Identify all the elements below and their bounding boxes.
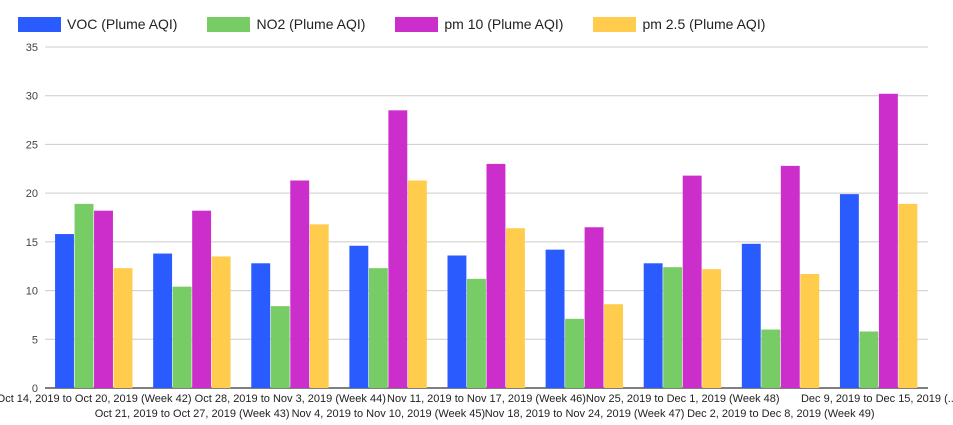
bar-4-4[interactable] bbox=[407, 180, 427, 388]
y-tick-label: 35 bbox=[26, 42, 38, 54]
y-tick-label: 0 bbox=[32, 383, 38, 395]
x-tick-label: Dec 9, 2019 to Dec 15, 2019 (... bbox=[801, 393, 953, 405]
bar-1-1[interactable] bbox=[55, 234, 74, 388]
bar-2-8[interactable] bbox=[761, 329, 781, 388]
bars bbox=[55, 93, 918, 389]
x-tick-label: Oct 21, 2019 to Oct 27, 2019 (Week 43) bbox=[95, 408, 290, 420]
bar-3-2[interactable] bbox=[192, 210, 212, 388]
bar-2-3[interactable] bbox=[270, 306, 290, 388]
x-tick-label: Nov 25, 2019 to Dec 1, 2019 (Week 48) bbox=[586, 393, 780, 405]
x-tick-label: Nov 11, 2019 to Nov 17, 2019 (Week 46) bbox=[387, 393, 586, 405]
legend-label-voc: VOC (Plume AQI) bbox=[67, 16, 178, 32]
chart-legend: VOC (Plume AQI) NO2 (Plume AQI) pm 10 (P… bbox=[18, 12, 795, 36]
bar-4-9[interactable] bbox=[898, 203, 918, 388]
legend-item-pm10[interactable]: pm 10 (Plume AQI) bbox=[395, 16, 563, 32]
x-tick-label: Dec 2, 2019 to Dec 8, 2019 (Week 49) bbox=[687, 408, 875, 420]
bar-4-8[interactable] bbox=[800, 274, 820, 388]
bar-3-7[interactable] bbox=[682, 175, 702, 388]
y-tick-label: 30 bbox=[26, 91, 38, 103]
bar-1-6[interactable] bbox=[545, 249, 565, 388]
bar-1-7[interactable] bbox=[643, 263, 663, 388]
bar-4-2[interactable] bbox=[211, 256, 231, 388]
y-tick-label: 20 bbox=[26, 188, 38, 200]
bar-3-9[interactable] bbox=[878, 93, 898, 389]
bar-1-3[interactable] bbox=[251, 263, 271, 388]
bar-3-1[interactable] bbox=[94, 210, 113, 388]
x-tick-label: Nov 18, 2019 to Nov 24, 2019 (Week 47) bbox=[485, 408, 685, 420]
y-tick-label: 10 bbox=[26, 286, 38, 298]
bar-3-5[interactable] bbox=[486, 163, 506, 388]
legend-item-no2[interactable]: NO2 (Plume AQI) bbox=[207, 16, 365, 32]
bar-2-9[interactable] bbox=[859, 331, 879, 388]
x-tick-label: Oct 14, 2019 to Oct 20, 2019 (Week 42) bbox=[0, 393, 191, 405]
bar-2-2[interactable] bbox=[172, 286, 192, 388]
legend-label-no2: NO2 (Plume AQI) bbox=[256, 16, 366, 32]
bar-4-1[interactable] bbox=[113, 268, 133, 388]
bar-2-5[interactable] bbox=[467, 278, 486, 388]
legend-label-pm25: pm 2.5 (Plume AQI) bbox=[642, 16, 766, 32]
bar-3-6[interactable] bbox=[584, 227, 604, 388]
legend-item-pm25[interactable]: pm 2.5 (Plume AQI) bbox=[593, 16, 765, 32]
x-axis-ticks: Oct 14, 2019 to Oct 20, 2019 (Week 42) Oc… bbox=[0, 393, 953, 420]
legend-swatch-no2 bbox=[207, 16, 251, 32]
y-tick-label: 5 bbox=[32, 334, 38, 346]
legend-item-voc[interactable]: VOC (Plume AQI) bbox=[18, 16, 177, 32]
bar-1-9[interactable] bbox=[839, 194, 859, 388]
bar-2-4[interactable] bbox=[368, 268, 388, 388]
bar-3-3[interactable] bbox=[290, 180, 310, 388]
bar-4-3[interactable] bbox=[309, 224, 329, 388]
legend-swatch-pm10 bbox=[395, 16, 439, 32]
y-tick-label: 15 bbox=[26, 237, 38, 249]
bar-3-4[interactable] bbox=[388, 110, 408, 388]
bar-4-6[interactable] bbox=[604, 304, 624, 388]
legend-swatch-voc bbox=[18, 16, 61, 32]
bar-2-6[interactable] bbox=[565, 318, 585, 388]
bar-3-8[interactable] bbox=[780, 165, 800, 388]
legend-swatch-pm25 bbox=[593, 16, 637, 32]
bar-1-5[interactable] bbox=[447, 255, 467, 389]
x-tick-label: Oct 28, 2019 to Nov 3, 2019 (Week 44) bbox=[195, 393, 386, 405]
legend-label-pm10: pm 10 (Plume AQI) bbox=[444, 16, 564, 32]
bar-1-4[interactable] bbox=[349, 245, 369, 388]
bar-2-1[interactable] bbox=[74, 203, 94, 388]
bar-1-8[interactable] bbox=[741, 243, 761, 388]
x-tick-label: Nov 4, 2019 to Nov 10, 2019 (Week 45) bbox=[292, 408, 486, 420]
bar-1-2[interactable] bbox=[153, 253, 173, 388]
bar-2-7[interactable] bbox=[663, 267, 683, 388]
y-axis-ticks: 0 5 10 15 20 25 30 35 bbox=[26, 42, 38, 395]
bar-4-5[interactable] bbox=[506, 228, 525, 388]
y-tick-label: 25 bbox=[26, 139, 38, 151]
bar-4-7[interactable] bbox=[702, 269, 722, 388]
